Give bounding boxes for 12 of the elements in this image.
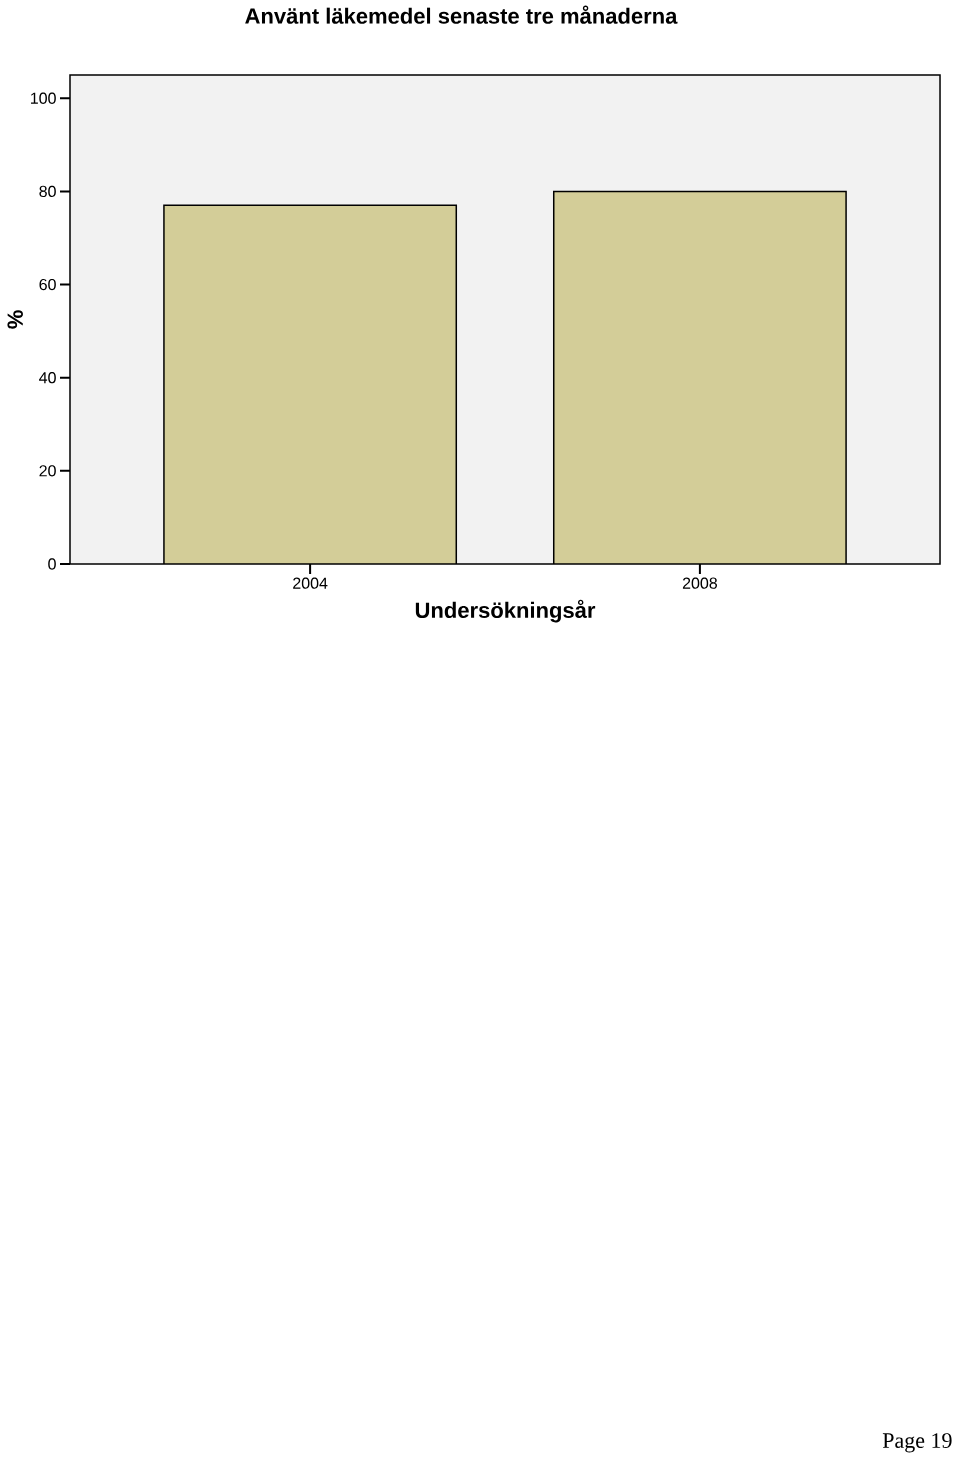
x-tick-label: 2008 — [682, 577, 717, 589]
y-tick-label: 20 — [39, 465, 56, 477]
x-axis-title: Undersökningsår — [415, 599, 596, 623]
y-tick-label: 80 — [39, 185, 56, 198]
y-tick-label: 100 — [31, 92, 56, 104]
y-axis-title: % — [7, 310, 23, 329]
x-tick-label: 2004 — [293, 577, 328, 589]
y-tick-label: 40 — [39, 372, 56, 384]
y-tick-label: 0 — [48, 558, 56, 570]
text: Page 19 — [882, 1433, 952, 1453]
y-tick-label: 60 — [39, 278, 56, 291]
chart-title: Använt läkemedel senaste tre månaderna — [245, 5, 678, 24]
